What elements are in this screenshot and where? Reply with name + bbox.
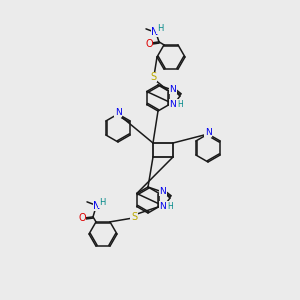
Text: H: H xyxy=(157,24,163,33)
Text: H: H xyxy=(99,198,105,207)
Text: N: N xyxy=(169,100,176,109)
Text: N: N xyxy=(151,27,159,37)
Text: O: O xyxy=(78,213,86,223)
Text: N: N xyxy=(205,128,212,137)
Text: S: S xyxy=(131,212,137,222)
Text: N: N xyxy=(93,201,101,211)
Text: N: N xyxy=(160,202,167,211)
Text: S: S xyxy=(150,72,156,82)
Text: H: H xyxy=(177,100,183,109)
Text: N: N xyxy=(169,85,176,94)
Text: H: H xyxy=(167,202,173,211)
Text: O: O xyxy=(145,39,153,49)
Text: N: N xyxy=(160,187,167,196)
Text: N: N xyxy=(115,108,122,117)
